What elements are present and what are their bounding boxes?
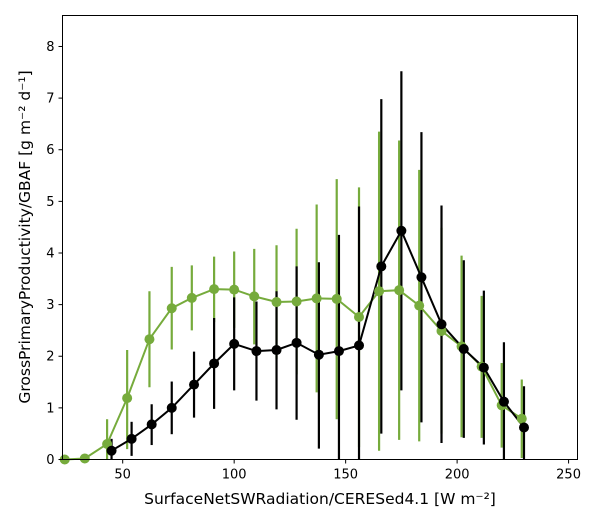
data-point-series-1-15: [416, 272, 427, 283]
x-tick-label-200: 200: [445, 468, 470, 483]
data-point-series-0-1: [79, 453, 90, 464]
data-point-series-1-20: [518, 422, 529, 433]
y-tick-label-2: 2: [46, 350, 54, 365]
data-point-series-1-14: [396, 225, 407, 236]
data-point-series-1-12: [354, 340, 365, 351]
plot-frame: [62, 15, 578, 460]
data-point-series-0-7: [209, 284, 220, 295]
x-tick-label-100: 100: [222, 468, 247, 483]
data-point-series-1-3: [166, 402, 177, 413]
data-point-series-1-19: [498, 396, 509, 407]
data-point-series-1-16: [436, 319, 447, 330]
data-point-series-1-9: [291, 337, 302, 348]
data-point-series-0-4: [144, 334, 155, 345]
data-point-series-0-17: [414, 300, 425, 311]
data-point-series-1-11: [333, 346, 344, 357]
x-tick-label-50: 50: [114, 468, 131, 483]
data-point-series-0-6: [186, 292, 197, 303]
x-tick-label-150: 150: [333, 468, 358, 483]
data-point-series-0-5: [166, 303, 177, 314]
data-point-series-0-9: [249, 291, 260, 302]
data-point-series-1-4: [189, 379, 200, 390]
data-point-series-1-18: [478, 362, 489, 373]
data-point-series-0-11: [291, 296, 302, 307]
data-point-series-1-7: [251, 346, 262, 357]
series-markers: [59, 225, 529, 465]
y-axis-ticks: 0 1 2 3 4 5 6 7 8: [46, 40, 63, 468]
y-tick-label-8: 8: [46, 40, 54, 55]
y-tick-label-0: 0: [46, 453, 54, 468]
data-point-series-1-6: [229, 338, 240, 349]
data-point-series-0-15: [374, 286, 385, 297]
data-point-series-0-3: [122, 393, 133, 404]
x-tick-label-250: 250: [556, 468, 581, 483]
data-point-series-1-8: [271, 345, 282, 356]
y-tick-label-4: 4: [46, 246, 54, 261]
data-point-series-0-12: [311, 293, 322, 304]
y-axis-label: GrossPrimaryProductivity/GBAF [g m⁻² d⁻¹…: [16, 70, 34, 403]
x-axis-label: SurfaceNetSWRadiation/CERESed4.1 [W m⁻²]: [144, 490, 496, 508]
y-tick-label-7: 7: [46, 92, 54, 107]
data-point-series-0-16: [394, 285, 405, 296]
y-tick-label-6: 6: [46, 143, 54, 158]
series-line-0: [64, 288, 523, 461]
data-point-series-1-1: [126, 433, 137, 444]
data-point-series-1-2: [146, 419, 157, 430]
data-point-series-0-13: [331, 293, 342, 304]
data-point-series-1-17: [458, 344, 469, 355]
x-axis-ticks: 50 100 150 200 250: [114, 459, 581, 483]
y-tick-label-1: 1: [46, 401, 54, 416]
y-tick-label-5: 5: [46, 195, 54, 210]
data-point-series-0-14: [354, 312, 365, 323]
data-point-series-1-10: [313, 349, 324, 360]
data-point-series-0-10: [271, 297, 282, 308]
error-bars: [83, 71, 526, 460]
data-point-series-0-22: [516, 413, 527, 424]
data-point-series-0-8: [229, 284, 240, 295]
data-point-series-1-5: [209, 358, 220, 369]
data-point-series-1-13: [376, 261, 387, 272]
y-tick-label-3: 3: [46, 298, 54, 313]
data-point-series-1-0: [106, 445, 117, 456]
